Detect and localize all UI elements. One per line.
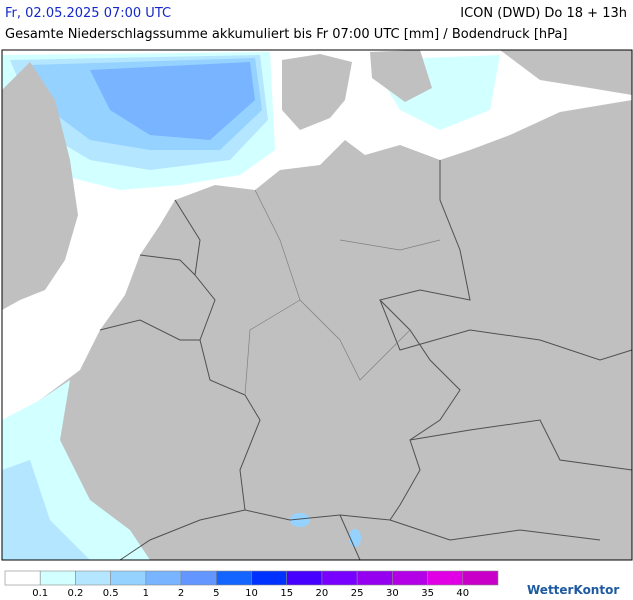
border	[119, 509, 601, 561]
land	[370, 50, 432, 102]
precip-area	[2, 460, 90, 560]
legend-swatch	[180, 570, 217, 586]
legend-label: 10	[245, 588, 258, 599]
border	[174, 160, 471, 521]
land	[2, 100, 632, 560]
map	[1, 49, 633, 561]
legend-swatch	[321, 570, 358, 586]
legend-label: 35	[421, 588, 434, 599]
legend-swatch	[4, 570, 41, 586]
legend-label: 25	[351, 588, 364, 599]
legend-label: 1	[143, 588, 149, 599]
legend-swatch	[39, 570, 76, 586]
border	[409, 419, 633, 471]
legend-swatch	[356, 570, 393, 586]
land	[282, 54, 352, 130]
legend-swatch	[427, 570, 464, 586]
subtitle: Gesamte Niederschlagssumme akkumuliert b…	[5, 27, 568, 42]
legend-label: 0.2	[67, 588, 83, 599]
legend-swatch	[251, 570, 288, 586]
precip-area	[90, 62, 255, 140]
legend: 0.1 0.2 0.5 1 2 5 10 15 20 25 30 35 40	[4, 570, 499, 599]
legend-swatch	[215, 570, 252, 586]
border	[99, 254, 200, 341]
legend-swatch	[75, 570, 111, 586]
legend-label: 2	[178, 588, 184, 599]
legend-swatch	[286, 570, 323, 586]
state-border	[244, 189, 441, 396]
legend-swatch	[110, 570, 147, 586]
precip-area	[290, 513, 310, 527]
legend-swatch	[145, 570, 182, 586]
legend-label: 20	[316, 588, 329, 599]
legend-label: 40	[456, 588, 469, 599]
legend-label: 0.5	[103, 588, 119, 599]
title: Fr, 02.05.2025 07:00 UTC	[5, 6, 172, 21]
legend-label: 5	[213, 588, 219, 599]
land	[500, 50, 632, 95]
land	[2, 62, 78, 310]
legend-label: 0.1	[32, 588, 48, 599]
precip-area	[349, 529, 361, 547]
legend-label: 30	[386, 588, 399, 599]
legend-swatch	[462, 570, 499, 586]
model-run: ICON (DWD) Do 18 + 13h	[460, 6, 627, 21]
logo: WetterKontor	[527, 583, 619, 597]
map-frame	[1, 49, 633, 561]
legend-swatch	[392, 570, 428, 586]
border	[379, 299, 633, 361]
legend-label: 15	[280, 588, 293, 599]
